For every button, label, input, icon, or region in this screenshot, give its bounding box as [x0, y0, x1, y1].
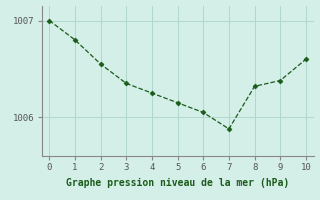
- X-axis label: Graphe pression niveau de la mer (hPa): Graphe pression niveau de la mer (hPa): [66, 178, 289, 188]
